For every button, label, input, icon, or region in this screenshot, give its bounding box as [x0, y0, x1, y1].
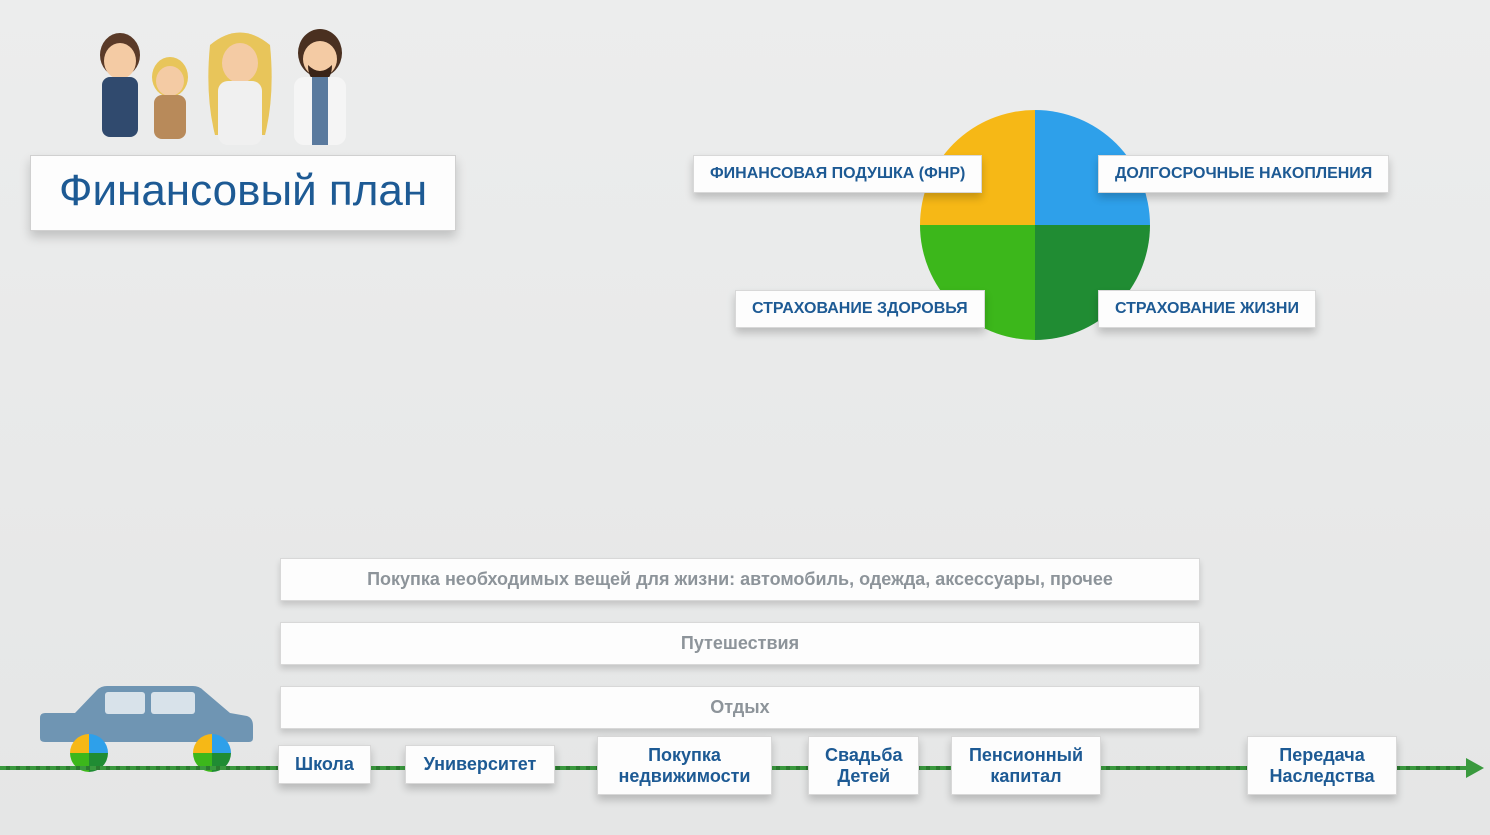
milestone-school: Школа: [278, 745, 371, 784]
page-title: Финансовый план: [59, 166, 427, 216]
pie-label-savings: ДОЛГОСРОЧНЫЕ НАКОПЛЕНИЯ: [1098, 155, 1389, 193]
milestone-pension: Пенсионныйкапитал: [951, 736, 1101, 795]
bar-travel: Путешествия: [280, 622, 1200, 665]
milestone-university: Университет: [405, 745, 555, 784]
bar-rest: Отдых: [280, 686, 1200, 729]
milestone-wedding: СвадьбаДетей: [808, 736, 919, 795]
car-icon: [35, 678, 255, 768]
family-illustration: [90, 15, 410, 165]
milestone-realestate: Покупканедвижимости: [597, 736, 772, 795]
pie-label-life: СТРАХОВАНИЕ ЖИЗНИ: [1098, 290, 1316, 328]
title-card: Финансовый план: [30, 155, 456, 231]
pie-label-cushion: ФИНАНСОВАЯ ПОДУШКА (ФНР): [693, 155, 982, 193]
pie-label-health: СТРАХОВАНИЕ ЗДОРОВЬЯ: [735, 290, 985, 328]
bar-purchases: Покупка необходимых вещей для жизни: авт…: [280, 558, 1200, 601]
milestone-inheritance: ПередачаНаследства: [1247, 736, 1397, 795]
